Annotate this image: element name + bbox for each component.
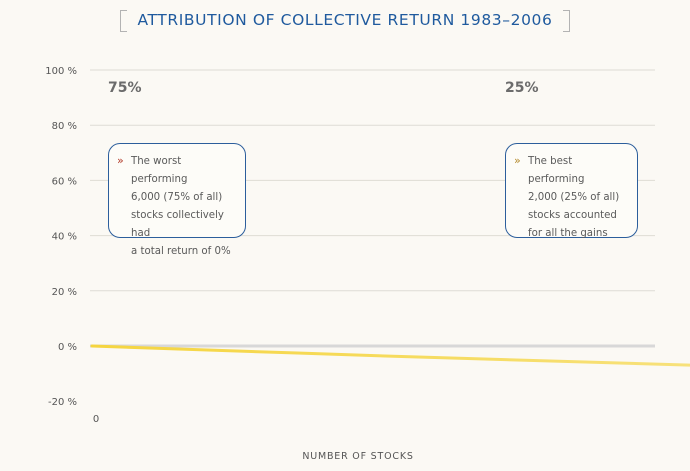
y-tick-label: 0 % (58, 342, 77, 353)
y-tick-label: -20 % (48, 397, 77, 408)
y-tick-label: 80 % (52, 121, 77, 132)
note-line: 6,000 (75% of all) (131, 192, 223, 203)
title-wrap: ATTRIBUTION OF COLLECTIVE RETURN 1983–20… (0, 10, 690, 32)
note-line: for all the gains (528, 228, 608, 239)
chart-title: ATTRIBUTION OF COLLECTIVE RETURN 1983–20… (119, 10, 571, 32)
note-line: The worst performing (131, 156, 188, 185)
right-percentage: 25% (505, 80, 539, 96)
note-line: stocks collectively had (131, 210, 224, 239)
left-percentage: 75% (108, 80, 142, 96)
chevron-right-icon: » (514, 154, 521, 167)
chevron-right-icon: » (117, 154, 124, 167)
y-tick-label: 100 % (45, 66, 77, 77)
note-line: The best performing (528, 156, 585, 185)
x-tick-label: 0 (93, 414, 99, 425)
y-tick-label: 60 % (52, 176, 77, 187)
note-line: a total return of 0% (131, 246, 231, 257)
y-tick-label: 20 % (52, 287, 77, 298)
x-axis-label: NUMBER OF STOCKS (302, 451, 413, 462)
note-line: 2,000 (25% of all) (528, 192, 620, 203)
y-tick-label: 40 % (52, 232, 77, 243)
worst-performers-note: » The worst performing 6,000 (75% of all… (108, 143, 246, 257)
best-performers-note: » The best performing 2,000 (25% of all)… (505, 143, 638, 239)
note-line: stocks accounted (528, 210, 617, 221)
